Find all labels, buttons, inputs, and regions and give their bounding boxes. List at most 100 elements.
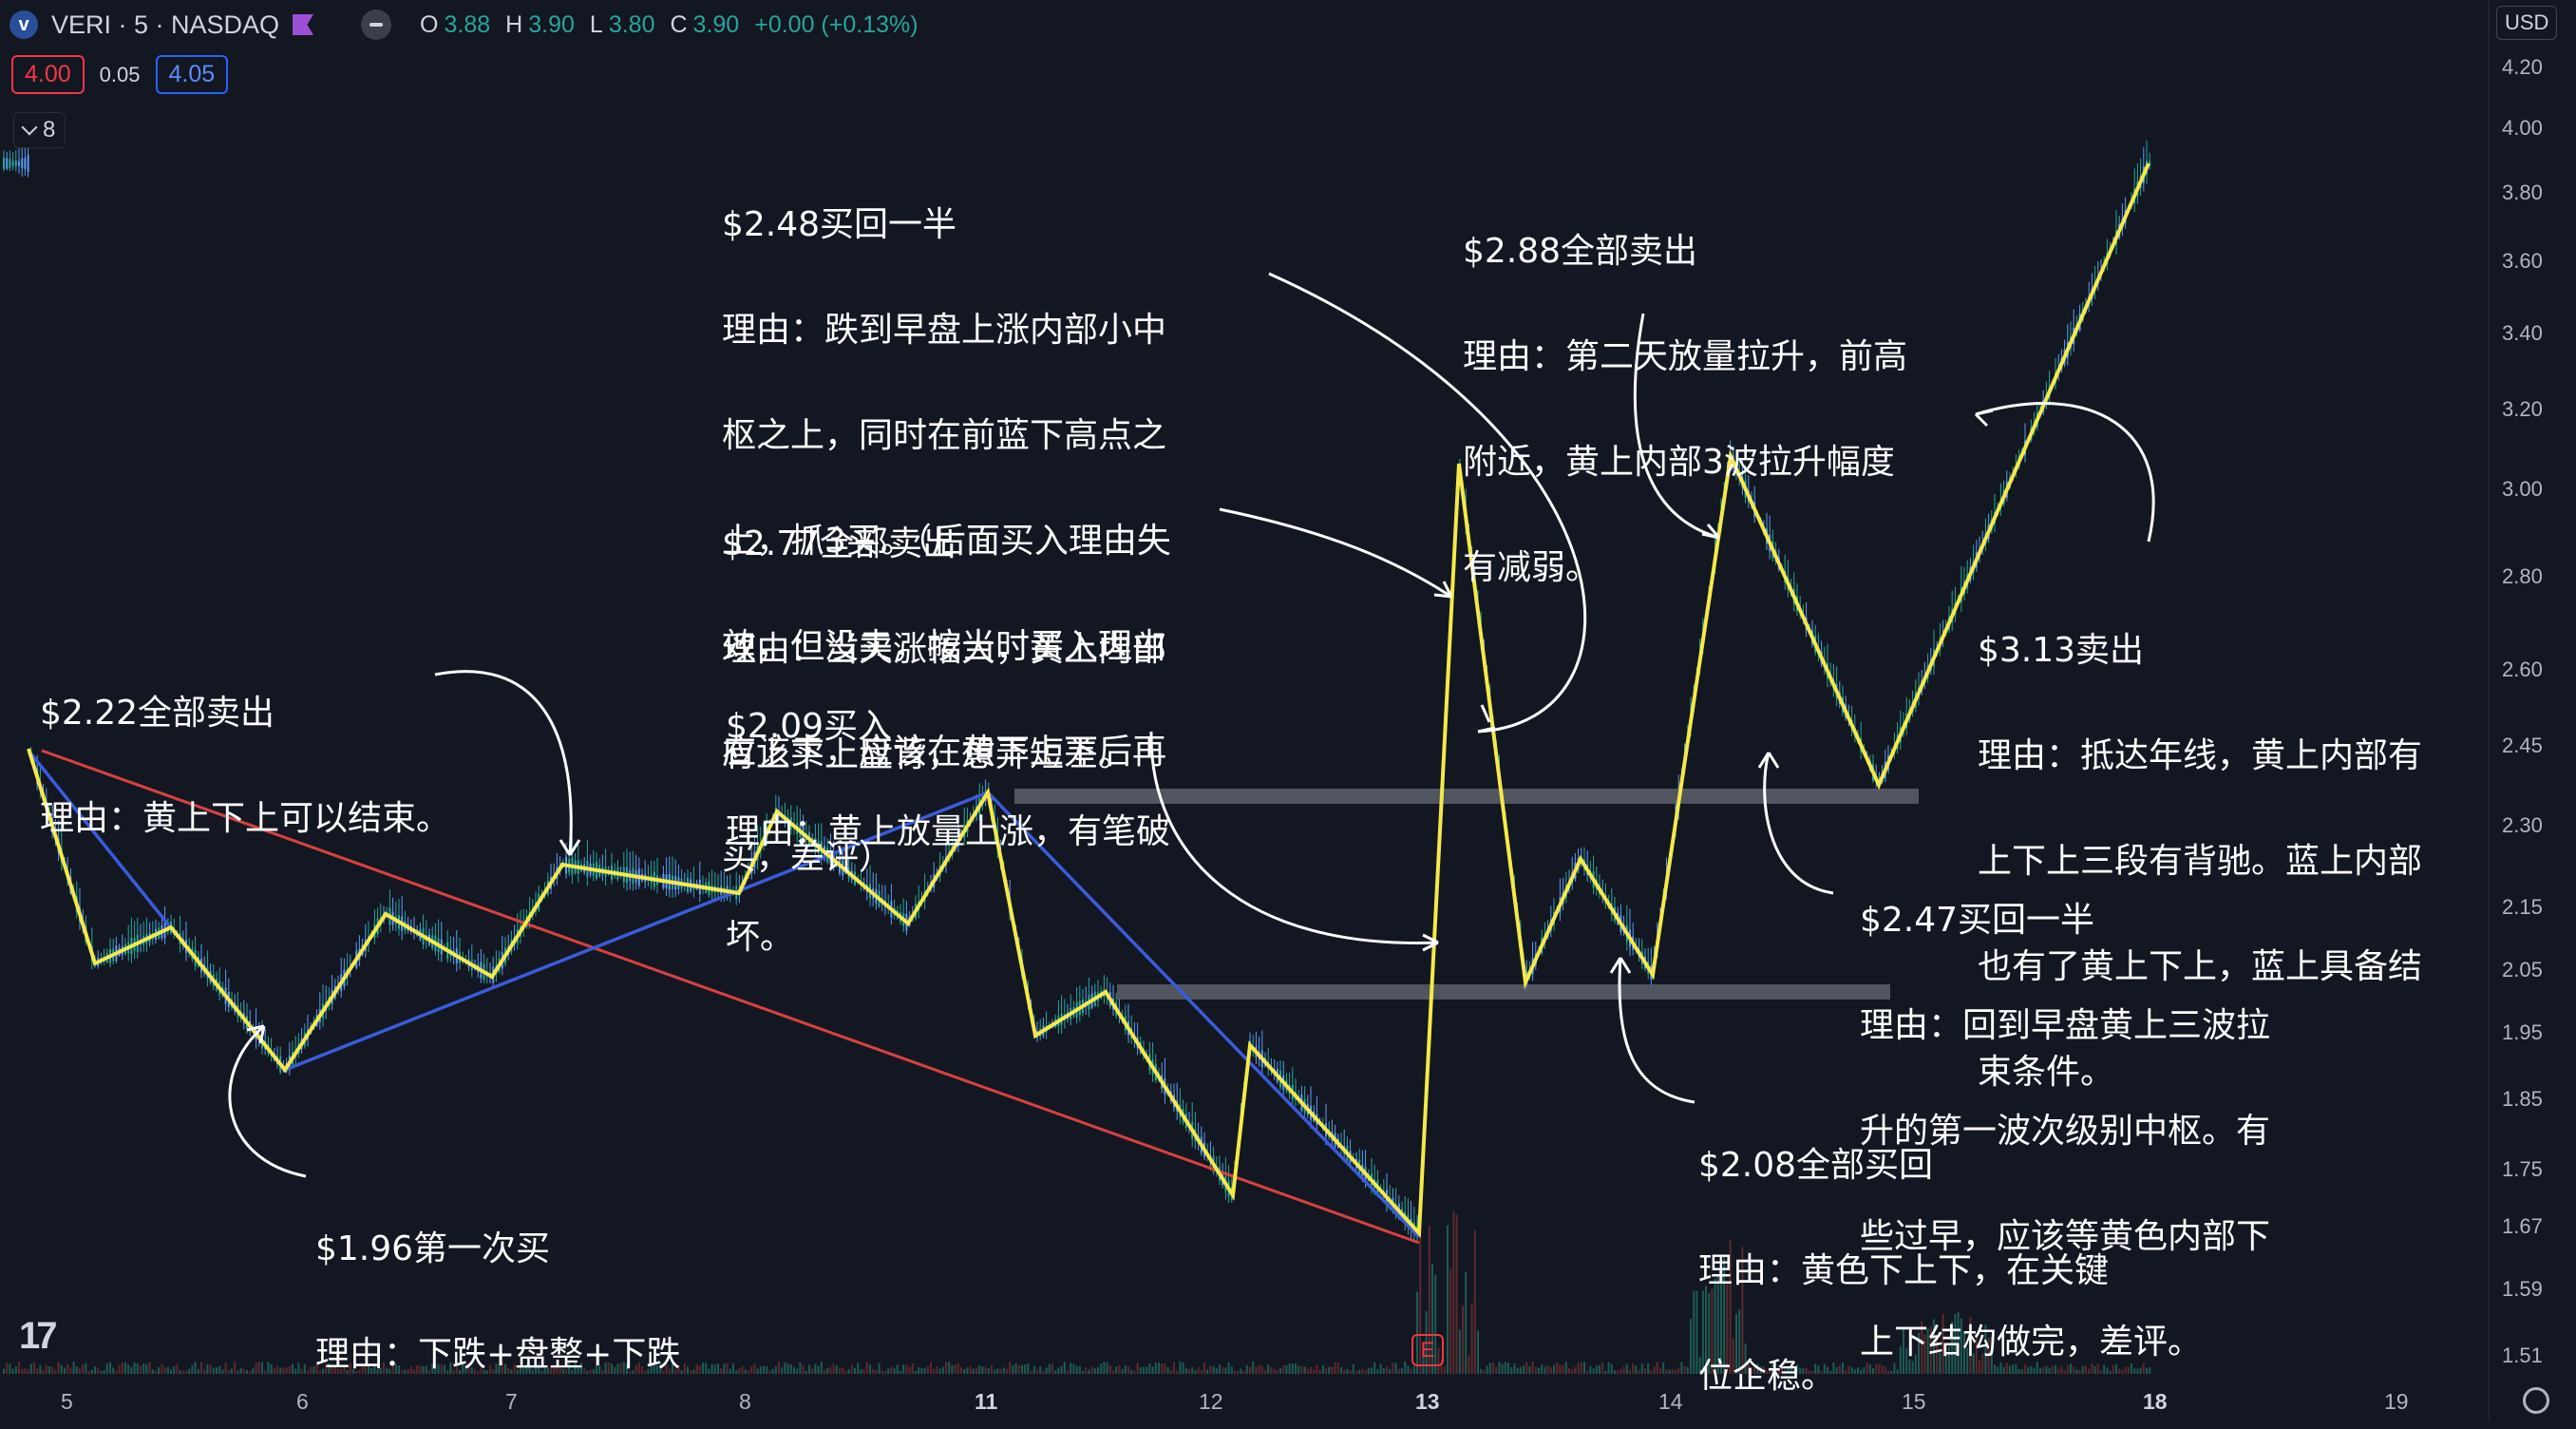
- volume-bar: [1744, 1343, 1747, 1374]
- volume-bar: [574, 1362, 577, 1374]
- volume-bar: [1392, 1362, 1394, 1374]
- volume-bar: [546, 1367, 549, 1374]
- volume-bar: [1258, 1364, 1260, 1374]
- volume-bar: [1562, 1364, 1564, 1374]
- volume-bar: [1303, 1366, 1306, 1374]
- price-axis[interactable]: [2489, 0, 2576, 1421]
- volume-bar: [115, 1370, 118, 1374]
- volume-bar: [29, 1363, 32, 1374]
- volume-bar: [1653, 1365, 1656, 1374]
- volume-bar: [1012, 1364, 1014, 1374]
- volume-bar: [1881, 1364, 1884, 1374]
- volume-bar: [1714, 1278, 1716, 1374]
- volume-bar: [2024, 1364, 2026, 1374]
- volume-bar: [635, 1364, 637, 1374]
- volume-bar: [72, 1362, 75, 1374]
- volume-bar: [1695, 1290, 1698, 1374]
- volume-bar: [1929, 1326, 1932, 1374]
- hide-icon[interactable]: [361, 10, 392, 40]
- volume-bar: [1769, 1367, 1771, 1374]
- volume-bar: [1741, 1247, 1744, 1374]
- volume-bar: [900, 1370, 901, 1374]
- volume-bar: [368, 1364, 369, 1374]
- volume-bar: [1169, 1370, 1172, 1374]
- volume-bar: [1318, 1369, 1321, 1374]
- currency-select[interactable]: USD: [2496, 6, 2558, 40]
- flag-icon[interactable]: [293, 14, 314, 35]
- support-zone: [1117, 984, 1890, 1000]
- volume-bar: [890, 1366, 893, 1374]
- volume-bar: [1492, 1362, 1494, 1374]
- volume-bar: [680, 1370, 683, 1374]
- volume-bar: [744, 1369, 747, 1374]
- volume-bar: [738, 1368, 741, 1374]
- price-axis-label: 1.51: [2502, 1343, 2543, 1367]
- volume-bar: [452, 1369, 455, 1374]
- volume-bar: [1006, 1368, 1008, 1374]
- volume-bar: [1686, 1366, 1689, 1374]
- volume-bar: [1188, 1369, 1190, 1374]
- volume-bar: [1774, 1368, 1777, 1374]
- tradingview-logo-icon[interactable]: 17: [19, 1315, 57, 1357]
- symbol-logo-icon[interactable]: v: [9, 10, 38, 39]
- symbol-title[interactable]: VERI · 5 · NASDAQ: [51, 10, 280, 39]
- volume-bar: [1197, 1367, 1200, 1374]
- volume-bar: [1680, 1362, 1683, 1374]
- earnings-e-icon[interactable]: E: [1411, 1334, 1444, 1366]
- volume-bar: [212, 1367, 215, 1374]
- volume-bar: [24, 1368, 27, 1374]
- volume-bar: [808, 1364, 810, 1374]
- volume-bar: [672, 1362, 673, 1374]
- volume-bar: [1358, 1369, 1361, 1374]
- gear-icon[interactable]: [2523, 1387, 2549, 1414]
- volume-bar: [1723, 1255, 1726, 1374]
- annotation-line: 效，但没卖，按当时买入理由: [722, 627, 1167, 666]
- volume-bar: [756, 1368, 759, 1374]
- volume-bar: [829, 1366, 832, 1374]
- volume-bar: [1984, 1324, 1987, 1374]
- volume-bar: [1972, 1353, 1975, 1374]
- volume-bar: [1918, 1332, 1920, 1374]
- volume-bar: [550, 1366, 552, 1374]
- volume-bar: [1759, 1365, 1762, 1374]
- volume-bar: [1048, 1363, 1051, 1374]
- volume-bar: [136, 1362, 139, 1374]
- volume-bar: [1969, 1317, 1972, 1374]
- volume-bar: [1987, 1337, 1990, 1374]
- volume-bar: [1447, 1225, 1449, 1374]
- volume-bar: [571, 1369, 574, 1374]
- time-axis-label: 6: [296, 1389, 309, 1414]
- volume-bar: [1863, 1367, 1866, 1374]
- volume-bar: [1325, 1368, 1327, 1374]
- volume-bar: [656, 1365, 658, 1374]
- volume-bar: [938, 1368, 941, 1374]
- volume-bar: [1306, 1368, 1309, 1374]
- volume-bar: [1850, 1366, 1853, 1374]
- annotation-line: 上下上三段有背驰。蓝上内部: [1978, 842, 2423, 881]
- volume-bar: [1921, 1321, 1923, 1374]
- volume-bar: [2078, 1369, 2081, 1374]
- volume-bar: [1267, 1363, 1270, 1374]
- volume-bar: [713, 1364, 716, 1374]
- volume-bar: [607, 1362, 610, 1374]
- volume-bar: [753, 1363, 756, 1374]
- price-axis-label: 2.80: [2502, 564, 2543, 588]
- buy-button[interactable]: 4.05: [155, 55, 229, 94]
- volume-bar: [1504, 1362, 1506, 1374]
- volume-bar: [653, 1365, 655, 1374]
- volume-bar: [1607, 1362, 1610, 1374]
- volume-bar: [2017, 1369, 2020, 1374]
- arrow-a5: [1149, 731, 1439, 944]
- indicators-toggle-button[interactable]: 8: [13, 112, 66, 148]
- volume-bar: [394, 1363, 397, 1374]
- volume-bar: [1465, 1271, 1468, 1374]
- volume-bar: [14, 1366, 17, 1374]
- volume-bar: [386, 1367, 388, 1374]
- price-axis-label: 3.80: [2502, 181, 2543, 204]
- volume-bar: [839, 1368, 841, 1374]
- sell-button[interactable]: 4.00: [11, 55, 85, 94]
- volume-bar: [1544, 1366, 1546, 1374]
- volume-bar: [1625, 1363, 1628, 1374]
- volume-bar: [1665, 1369, 1668, 1374]
